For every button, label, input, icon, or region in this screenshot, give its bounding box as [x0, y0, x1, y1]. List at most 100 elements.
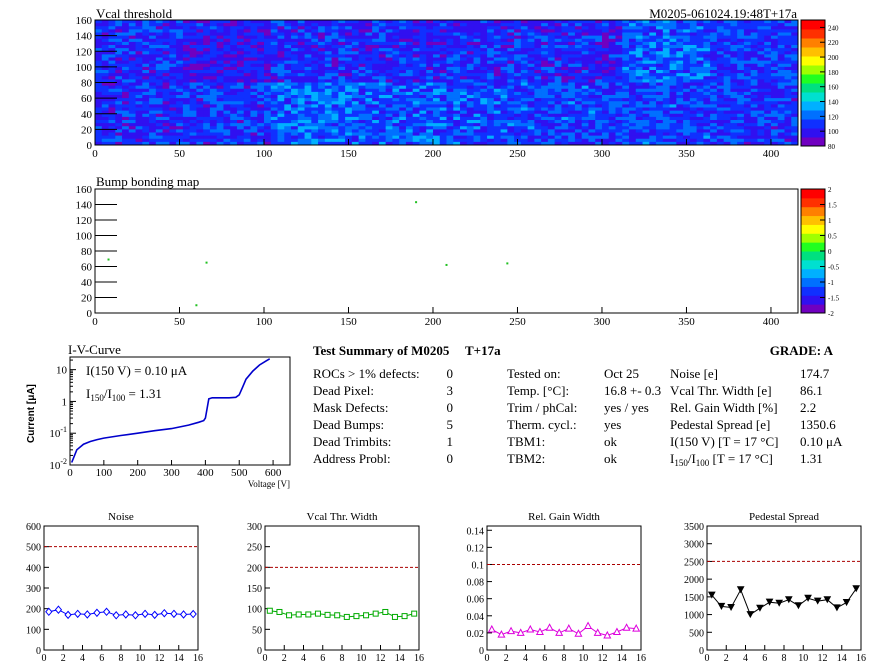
heatmap-cell [182, 129, 190, 133]
heatmap-cell [669, 76, 677, 80]
heatmap-cell [574, 82, 582, 86]
heatmap-cell [676, 132, 684, 136]
heatmap-cell [351, 95, 359, 99]
heatmap-cell [108, 123, 116, 127]
heatmap-cell [95, 45, 103, 49]
heatmap-cell [115, 135, 123, 140]
heatmap-cell [297, 138, 305, 143]
heatmap-cell [203, 35, 211, 40]
heatmap-cell [203, 60, 211, 65]
heatmap-cell [710, 82, 718, 86]
heatmap-cell [405, 98, 413, 102]
heatmap-cell [311, 135, 319, 140]
heatmap-cell [351, 107, 359, 111]
heatmap-cell [196, 132, 204, 136]
heatmap-cell [162, 29, 170, 33]
iv-y-tick-exp: -1 [60, 425, 67, 434]
heatmap-cell [189, 110, 197, 115]
heatmap-cell [629, 29, 637, 33]
heatmap-cell [615, 41, 623, 46]
heatmap-cell [730, 26, 738, 30]
heatmap-cell [635, 107, 643, 111]
heatmap-cell [169, 57, 177, 61]
heatmap-cell [149, 98, 157, 102]
heatmap-cell [155, 51, 163, 55]
heatmap-cell [622, 66, 630, 71]
heatmap-cell [182, 107, 190, 111]
heatmap-cell [642, 48, 650, 52]
heatmap-cell [432, 95, 441, 99]
heatmap-cell [561, 116, 569, 121]
heatmap-cell [108, 23, 116, 27]
heatmap-cell [372, 138, 380, 143]
heatmap-cell [351, 116, 359, 121]
heatmap-cell [432, 48, 441, 52]
heatmap-cell [615, 85, 623, 90]
heatmap-cell [324, 57, 332, 61]
heatmap-cell [473, 82, 481, 86]
iv-ratio-sub-150: 150 [90, 393, 104, 403]
heatmap-cell [568, 35, 576, 40]
heatmap-cell [311, 32, 319, 36]
heatmap-cell [257, 88, 265, 93]
heatmap-cell [216, 48, 224, 52]
heatmap-cell [514, 135, 522, 140]
heatmap-cell [365, 95, 373, 99]
heatmap-cell [128, 32, 136, 36]
heatmap-cell [284, 29, 292, 33]
heatmap-cell [764, 101, 772, 105]
heatmap-cell [405, 126, 413, 130]
heatmap-cell [270, 85, 278, 90]
heatmap-cell [338, 38, 346, 43]
heatmap-cell [263, 129, 272, 133]
heatmap-cell [514, 91, 522, 96]
heatmap-cell [378, 41, 386, 46]
heatmap-cell [676, 48, 684, 52]
heatmap-cell [243, 32, 251, 36]
heatmap-cell [601, 66, 610, 71]
heatmap-cell [372, 73, 380, 77]
heatmap-cell [541, 38, 549, 43]
heatmap-cell [399, 110, 407, 115]
data-point [54, 605, 63, 614]
bottom-y-tick-label: 2500 [684, 557, 704, 568]
heatmap-cell [392, 123, 400, 127]
heatmap-cell [324, 113, 332, 118]
heatmap-cell [622, 29, 630, 33]
heatmap-cell [439, 107, 447, 111]
heatmap-cell [737, 141, 745, 146]
heatmap-cell [263, 79, 272, 83]
heatmap-cell [696, 66, 704, 71]
heatmap-cell [189, 123, 197, 127]
heatmap-cell [568, 104, 576, 108]
heatmap-cell [676, 141, 684, 146]
bump-x-tick-label: 300 [594, 316, 611, 328]
heatmap-cell [189, 126, 197, 130]
heatmap-cell [95, 38, 103, 43]
heatmap-cell [358, 79, 366, 83]
heatmap-cell [378, 141, 386, 146]
heatmap-cell [270, 41, 278, 46]
heatmap-cell [230, 35, 238, 40]
heatmap-cell [311, 120, 319, 124]
heatmap-cell [351, 123, 359, 127]
heatmap-cell [122, 35, 130, 40]
heatmap-cell [743, 120, 751, 124]
heatmap-cell [405, 29, 413, 33]
heatmap-cell [615, 104, 623, 108]
heatmap-cell [629, 126, 637, 130]
heatmap-cell [676, 138, 684, 143]
heatmap-cell [595, 110, 603, 115]
heatmap-cell [176, 38, 184, 43]
heatmap-cell [358, 113, 366, 118]
heatmap-cell [588, 141, 596, 146]
vcal-x-tick-label: 400 [763, 148, 780, 160]
heatmap-cell [615, 60, 623, 65]
heatmap-cell [703, 129, 711, 133]
bump-x-tick-label: 150 [340, 316, 357, 328]
heatmap-cell [203, 116, 211, 121]
heatmap-cell [162, 107, 170, 111]
heatmap-cell [608, 41, 616, 46]
heatmap-cell [608, 73, 616, 77]
heatmap-cell [101, 113, 109, 118]
